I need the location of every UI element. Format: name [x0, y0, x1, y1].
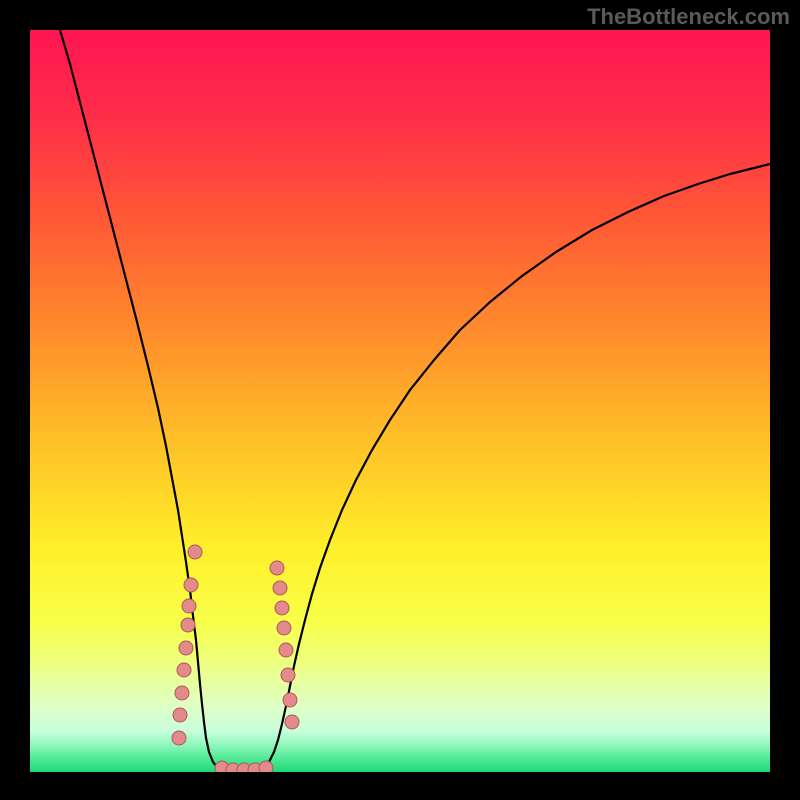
data-marker — [172, 731, 186, 745]
data-marker — [275, 601, 289, 615]
gradient-background — [30, 30, 770, 772]
data-marker — [177, 663, 191, 677]
data-marker — [184, 578, 198, 592]
data-marker — [279, 643, 293, 657]
data-marker — [173, 708, 187, 722]
data-marker — [285, 715, 299, 729]
data-marker — [283, 693, 297, 707]
watermark-text: TheBottleneck.com — [587, 4, 790, 30]
data-marker — [175, 686, 189, 700]
data-marker — [259, 761, 273, 772]
plot-area — [30, 30, 770, 772]
data-marker — [277, 621, 291, 635]
data-marker — [179, 641, 193, 655]
data-marker — [182, 599, 196, 613]
data-marker — [273, 581, 287, 595]
data-marker — [270, 561, 284, 575]
chart-svg — [30, 30, 770, 772]
markers-bottom-flat — [215, 761, 273, 772]
data-marker — [281, 668, 295, 682]
data-marker — [181, 618, 195, 632]
page-root: TheBottleneck.com — [0, 0, 800, 800]
data-marker — [188, 545, 202, 559]
